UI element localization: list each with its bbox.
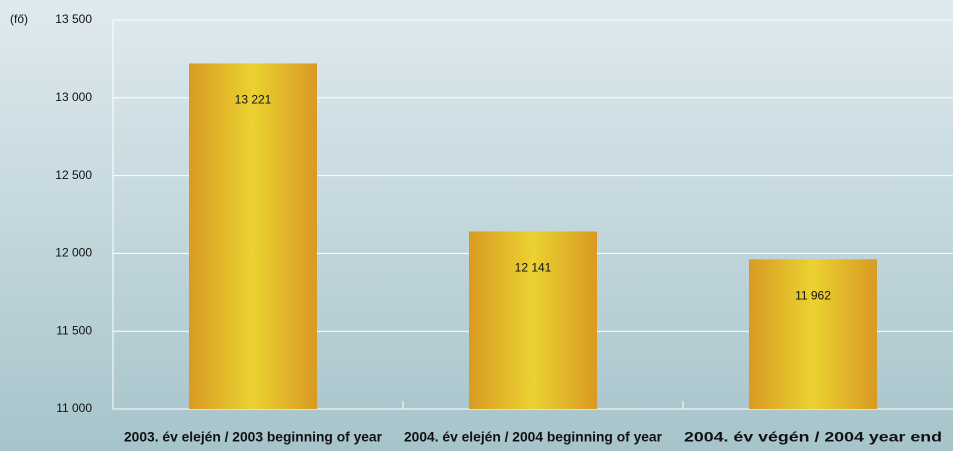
data-label: 13 221 bbox=[235, 93, 272, 107]
data-label: 12 141 bbox=[515, 261, 552, 275]
x-tick-label: 2004. év elején / 2004 beginning of year bbox=[404, 430, 663, 445]
y-tick-label: 12 000 bbox=[55, 246, 92, 260]
y-tick-label: 12 500 bbox=[55, 168, 92, 182]
y-tick-label: 13 000 bbox=[55, 90, 92, 104]
data-label: 11 962 bbox=[795, 288, 831, 302]
bar bbox=[749, 259, 877, 409]
y-tick-label: 13 500 bbox=[55, 12, 92, 26]
y-tick-label: 11 500 bbox=[56, 323, 92, 337]
x-tick-label: 2003. év elején / 2003 beginning of year bbox=[124, 430, 383, 445]
y-tick-label: 11 000 bbox=[56, 401, 92, 415]
bar bbox=[469, 231, 597, 409]
bar bbox=[189, 63, 317, 409]
y-axis-label: (fő) bbox=[10, 12, 28, 26]
x-tick-label: 2004. év végén / 2004 year end bbox=[684, 430, 942, 445]
